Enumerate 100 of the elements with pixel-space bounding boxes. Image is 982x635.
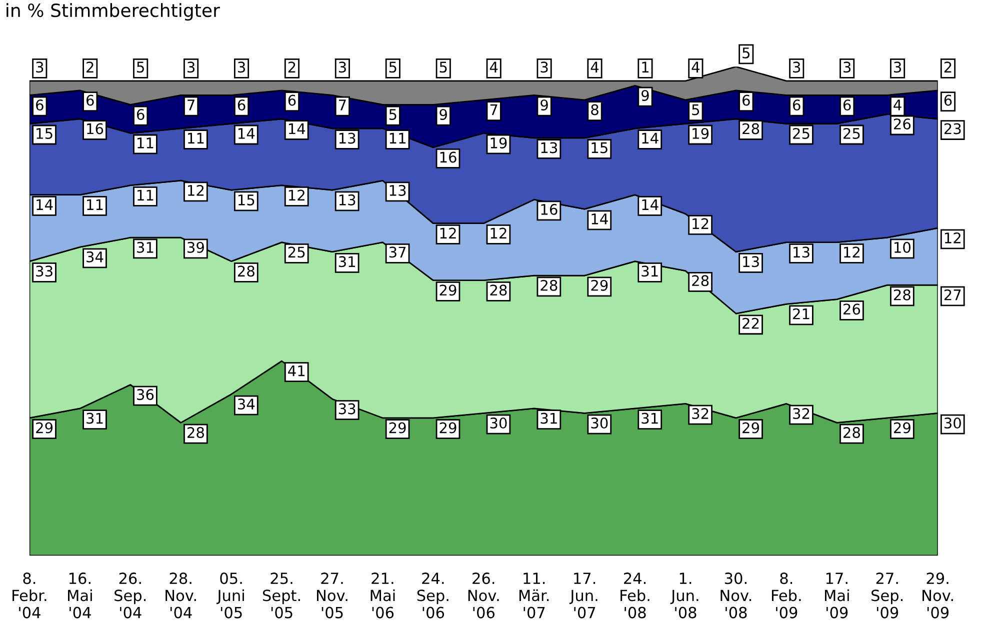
data-label: 6 [792, 99, 800, 110]
x-tick-label: 27. Sep. '09 [872, 572, 903, 618]
data-label: 39 [188, 242, 204, 253]
x-tick-label: 1. Jun. '08 [670, 572, 698, 618]
data-label: 3 [338, 62, 346, 73]
x-tick-label: 24. Sep. '06 [417, 572, 448, 618]
x-tick-label: 21. Mai '06 [370, 572, 395, 618]
x-tick-label: 28. Nov. '04 [166, 572, 196, 618]
x-tick-label: 30. Nov. '08 [720, 572, 752, 618]
data-label: 6 [136, 108, 144, 120]
data-label: 3 [188, 62, 195, 73]
data-label: 34 [86, 251, 104, 262]
data-label: 15 [36, 128, 52, 139]
data-label: 1 [642, 62, 649, 72]
x-tick-label: 8. Febr. '04 [12, 572, 46, 618]
data-label: 5 [389, 62, 396, 73]
data-label: 6 [86, 94, 94, 106]
data-label: 32 [692, 408, 708, 420]
data-label: 13 [743, 256, 759, 268]
data-label: 8 [591, 104, 598, 116]
data-label: 19 [692, 128, 709, 139]
data-label: 11 [87, 199, 103, 210]
data-label: 5 [742, 48, 750, 58]
x-tick-label: 26. Sep. '04 [114, 572, 146, 618]
data-label: 12 [440, 228, 456, 238]
data-label: 25 [288, 246, 305, 258]
data-label: 28 [540, 280, 558, 291]
data-label: 6 [36, 99, 44, 110]
data-label: 4 [692, 62, 700, 72]
data-label: 5 [692, 104, 700, 116]
data-label: 10 [894, 242, 910, 253]
data-label: 14 [288, 123, 306, 134]
x-tick-label: 17. Jun. '07 [569, 572, 598, 618]
data-label: 28 [490, 284, 507, 296]
data-label: 29 [591, 280, 608, 291]
data-label: 31 [540, 412, 557, 424]
data-label: 28 [894, 289, 910, 300]
data-label: 9 [440, 108, 447, 120]
data-label: 5 [440, 62, 447, 73]
data-label: 21 [793, 308, 810, 320]
data-label: 3 [894, 62, 902, 73]
data-label: 34 [238, 398, 255, 410]
data-label: 9 [540, 99, 548, 110]
data-label: 2 [288, 62, 296, 72]
data-label: 13 [339, 132, 356, 144]
data-label: 14 [642, 199, 658, 210]
data-label: 29 [440, 422, 456, 434]
data-label: 30 [944, 418, 961, 429]
data-label: 4 [894, 100, 902, 110]
data-label: 7 [188, 100, 194, 110]
data-label: 14 [238, 128, 255, 139]
data-label: 31 [642, 412, 658, 424]
data-label: 31 [642, 266, 658, 277]
data-label: 3 [540, 62, 548, 73]
data-label: 36 [137, 389, 154, 400]
data-label: 11 [188, 132, 204, 144]
data-label: 37 [389, 246, 406, 258]
data-label: 15 [592, 142, 608, 154]
data-label: 31 [338, 256, 356, 268]
data-label: 11 [390, 132, 406, 144]
x-tick-label: 16. Mai '04 [68, 572, 92, 618]
data-label: 41 [288, 365, 305, 376]
data-label: 7 [490, 104, 498, 116]
data-label: 28 [742, 123, 760, 134]
data-label: 32 [793, 408, 810, 420]
x-tick-label: 17. Mai '09 [824, 572, 849, 618]
data-label: 3 [844, 62, 851, 73]
data-label: 12 [490, 228, 506, 238]
data-label: 14 [36, 199, 53, 210]
data-label: 6 [843, 99, 851, 110]
x-tick-label: 24. Feb. '08 [620, 572, 650, 618]
data-label: 28 [238, 266, 254, 277]
data-label: 14 [592, 214, 608, 224]
x-tick-label: 27. Nov. '05 [316, 572, 348, 618]
data-label: 6 [944, 94, 952, 106]
data-label: 13 [390, 184, 406, 196]
data-label: 12 [288, 190, 304, 200]
data-label: 28 [844, 427, 860, 438]
data-label: 11 [138, 138, 154, 148]
data-label: 26 [844, 304, 860, 315]
data-label: 31 [86, 412, 103, 424]
data-label: 15 [238, 194, 254, 206]
data-label: 11 [138, 190, 154, 200]
data-label: 29 [389, 422, 406, 434]
data-label: 13 [541, 142, 558, 154]
data-label: 27 [944, 289, 961, 300]
x-tick-label: 11. Mär. '07 [519, 572, 549, 618]
data-label: 16 [87, 123, 104, 134]
data-label: 16 [541, 204, 558, 215]
data-label: 19 [490, 137, 507, 148]
data-label: 29 [440, 284, 456, 296]
data-label: 3 [238, 62, 245, 73]
data-label: 29 [36, 422, 53, 434]
data-label: 33 [338, 403, 356, 414]
data-label: 3 [36, 62, 44, 73]
data-label: 30 [591, 418, 608, 429]
data-label: 7 [338, 100, 346, 110]
data-label: 5 [389, 109, 396, 120]
data-label: 2 [944, 62, 952, 72]
data-label: 6 [288, 94, 296, 106]
